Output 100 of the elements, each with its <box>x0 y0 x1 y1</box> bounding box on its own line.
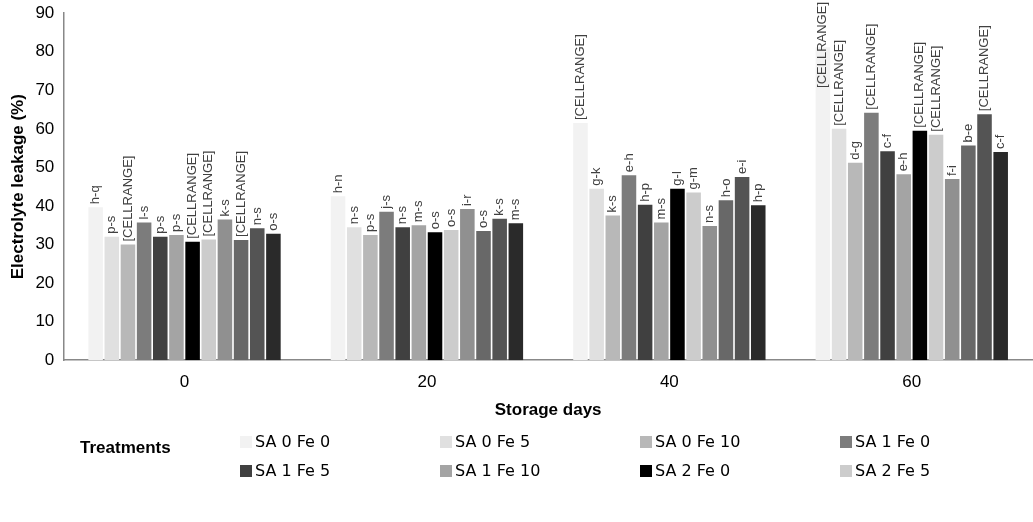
data-label: l-s <box>135 205 151 220</box>
data-label: k-s <box>216 198 232 217</box>
data-label: p-s <box>151 215 167 234</box>
data-label: d-g <box>846 141 862 160</box>
data-label: [CELLRANGE] <box>976 25 992 112</box>
data-label: o-s <box>442 208 458 227</box>
data-label: h-p <box>749 183 765 203</box>
bar <box>977 114 992 361</box>
bar <box>847 162 863 361</box>
data-label: [CELLRANGE] <box>119 155 135 242</box>
bar <box>185 241 200 361</box>
data-label: n-s <box>248 206 264 226</box>
data-label: e-i <box>733 159 749 175</box>
data-label: [CELLRANGE] <box>862 23 878 110</box>
bar <box>928 134 944 361</box>
bar <box>670 188 685 361</box>
bar <box>427 232 443 361</box>
bar <box>363 234 378 361</box>
data-label: [CELLRANGE] <box>814 1 830 88</box>
data-label: [CELLRANGE] <box>184 152 200 239</box>
x-tick-label: 0 <box>179 372 190 392</box>
bar <box>266 233 281 361</box>
bar <box>880 151 895 361</box>
data-label: m-s <box>652 197 668 220</box>
data-label: [CELLRANGE] <box>927 45 943 132</box>
data-label: o-s <box>264 212 280 231</box>
bar <box>654 222 669 361</box>
bar <box>637 204 653 361</box>
data-label: f-i <box>943 165 959 176</box>
bar <box>686 192 701 361</box>
bar <box>330 196 346 361</box>
data-label: o-s <box>426 210 442 230</box>
bar <box>249 228 265 361</box>
bar <box>734 177 750 361</box>
data-label: [CELLRANGE] <box>830 39 846 126</box>
y-tick-label: 70 <box>35 80 55 99</box>
y-tick-label: 0 <box>44 349 55 369</box>
data-label: e-h <box>895 152 911 172</box>
data-label: g-k <box>588 167 604 186</box>
data-label: e-h <box>620 153 636 173</box>
bar <box>88 207 103 361</box>
data-label: n-s <box>701 204 717 224</box>
legend-title: Treatments <box>80 437 172 459</box>
bar <box>395 227 410 361</box>
bar <box>104 236 120 361</box>
data-label: m-s <box>507 198 523 221</box>
bar <box>443 229 459 361</box>
data-label: b-e <box>959 123 975 143</box>
y-tick-label: 10 <box>35 311 55 331</box>
data-label: o-s <box>475 209 491 229</box>
data-label: m-s <box>410 200 426 223</box>
bar <box>589 188 604 361</box>
data-label: k-s <box>491 197 507 216</box>
bar <box>120 244 136 361</box>
y-axis-title: Electrolyte leakage (%) <box>7 94 27 280</box>
bar <box>476 231 491 361</box>
legend-label: SA 1 Fe 0 <box>855 432 931 451</box>
bar <box>153 236 168 361</box>
legend-label: SA 1 Fe 5 <box>255 461 331 480</box>
data-label: p-s <box>103 215 119 234</box>
data-label: c-f <box>992 134 1008 149</box>
bar <box>718 200 734 361</box>
data-label: g-m <box>685 167 701 190</box>
data-label: h-q <box>87 185 103 205</box>
bar <box>233 239 249 361</box>
y-tick-label: 50 <box>35 157 55 177</box>
bar <box>573 123 588 361</box>
y-tick-label: 20 <box>35 272 55 292</box>
data-label: [CELLRANGE] <box>200 150 216 237</box>
data-label: i-r <box>458 193 474 207</box>
data-label: g-l <box>669 171 685 186</box>
y-tick-label: 90 <box>35 2 55 22</box>
bar <box>912 130 928 361</box>
legend-label: SA 1 Fe 10 <box>455 461 541 480</box>
bar <box>411 225 427 361</box>
bar <box>961 145 976 361</box>
bar <box>750 205 766 361</box>
y-tick-label: 80 <box>35 41 55 61</box>
bar <box>831 128 847 361</box>
data-label: h-o <box>717 178 733 198</box>
bar <box>346 227 362 361</box>
data-label: p-s <box>168 213 184 232</box>
data-label: [CELLRANGE] <box>232 150 248 237</box>
y-tick-label: 30 <box>35 234 55 254</box>
bar <box>605 215 621 361</box>
bar <box>492 218 507 361</box>
data-label: h-p <box>636 183 652 202</box>
data-label: [CELLRANGE] <box>911 41 927 128</box>
x-tick-label: 60 <box>902 372 922 392</box>
data-label: n-s <box>345 205 361 225</box>
data-label: j-s <box>378 194 394 210</box>
legend-label: SA 2 Fe 0 <box>655 461 731 480</box>
bar <box>896 174 911 361</box>
legend-label: SA 2 Fe 5 <box>855 461 931 480</box>
legend-label: SA 0 Fe 10 <box>655 432 741 451</box>
bar <box>508 223 524 361</box>
y-tick-label: 40 <box>35 195 55 215</box>
bar <box>201 239 217 361</box>
bar <box>993 152 1008 361</box>
data-label: k-s <box>604 194 620 213</box>
